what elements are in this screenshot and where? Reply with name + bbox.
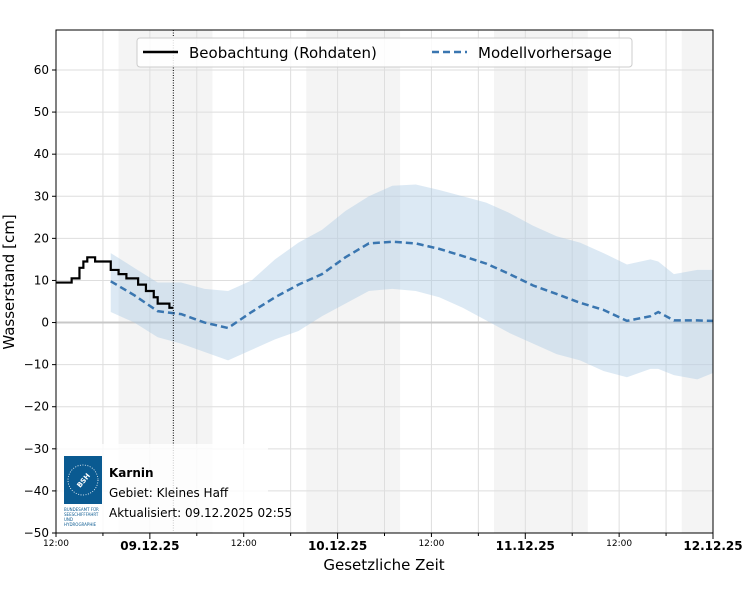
x-tick-label: 09.12.25 [120, 539, 179, 553]
y-tick-label: 30 [34, 189, 49, 203]
x-tick-label: 12:00 [606, 539, 632, 549]
x-tick-label: 12:00 [231, 539, 257, 549]
forecast-line [110, 240, 714, 330]
updated-time: Aktualisiert: 09.12.2025 02:55 [109, 506, 292, 520]
bsh-logo-caption-4: HYDROGRAPHIE [64, 522, 97, 527]
y-tick-label: 20 [34, 231, 49, 245]
bsh-logo [64, 456, 102, 504]
station-area: Gebiet: Kleines Haff [109, 486, 229, 500]
y-tick-label: 40 [34, 147, 49, 161]
x-tick-label: 11.12.25 [496, 539, 555, 553]
y-tick-label: −50 [24, 526, 49, 540]
y-tick-label: 0 [41, 316, 49, 330]
y-tick-label: −10 [24, 358, 49, 372]
x-axis-label: Gesetzliche Zeit [323, 556, 444, 574]
legend-box [136, 37, 633, 68]
legend-forecast-label: Modellvorhersage [478, 44, 612, 62]
y-axis-label: Wasserstand [cm] [0, 214, 18, 349]
y-tick-label: −40 [24, 484, 49, 498]
y-tick-label: 10 [34, 273, 49, 287]
y-tick-label: 60 [34, 63, 49, 77]
y-tick-label: 50 [34, 105, 49, 119]
forecast-uncertainty-band [110, 184, 713, 380]
series-layer [56, 30, 714, 533]
legend: Beobachtung (Rohdaten) Modellvorhersage [136, 37, 633, 68]
x-tick-label: 10.12.25 [308, 539, 367, 553]
bsh-logo-caption: BUNDESAMT FÜR [64, 507, 99, 512]
x-tick-label: 12:00 [43, 539, 69, 549]
bsh-logo-caption-3: UND [64, 517, 73, 522]
bsh-logo-ring [67, 464, 99, 496]
ticks: −50 −40 −30 −20 −10 0 10 20 30 40 50 60 12:00 09.12.2… [24, 63, 743, 553]
y-tick-label: −20 [24, 400, 49, 414]
legend-observation-label: Beobachtung (Rohdaten) [189, 44, 377, 62]
station-name: Karnin [109, 466, 154, 480]
y-tick-label: −30 [24, 442, 49, 456]
info-box: BSH BUNDESAMT FÜR SEESCHIFFFAHRT UND HYD… [58, 444, 292, 532]
bsh-logo-caption-2: SEESCHIFFFAHRT [64, 512, 99, 517]
x-tick-label: 12.12.25 [683, 539, 742, 553]
observation-line [56, 256, 174, 309]
x-tick-label: 12:00 [418, 539, 444, 549]
